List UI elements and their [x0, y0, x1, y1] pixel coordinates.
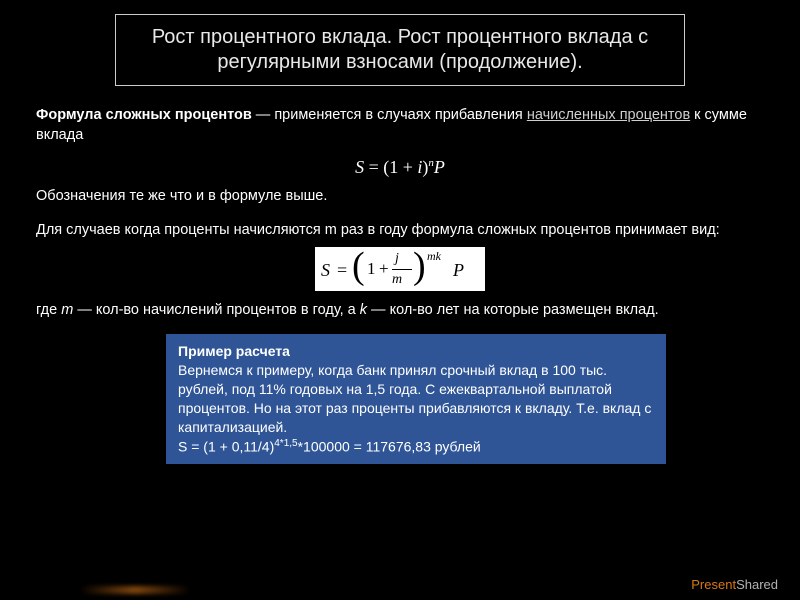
note-same-notation: Обозначения те же что и в формуле выше.: [36, 187, 764, 207]
n3-m: m: [61, 302, 73, 318]
intro-bold: Формула сложных процентов: [36, 107, 252, 123]
intro-text1: — применяется в случаях прибавления: [252, 107, 527, 123]
f2-P: P: [453, 258, 464, 282]
wm-a: Present: [691, 577, 736, 592]
n3-t3: — кол-во лет на которые размещен вклад.: [367, 302, 659, 318]
n3-t1: где: [36, 302, 61, 318]
title-box: Рост процентного вклада. Рост процентног…: [115, 14, 685, 86]
f2-paren-left: (: [352, 244, 365, 288]
f2-one: 1: [367, 258, 376, 281]
formula-compound: S = (1 + i)nP: [36, 155, 764, 179]
f2-mk: mk: [427, 248, 441, 264]
formula-eq: = (1 +: [364, 157, 417, 177]
calc-exp: 4*1,5: [274, 438, 297, 449]
intro-link: начисленных процентов: [527, 107, 690, 123]
content: Формула сложных процентов — применяется …: [36, 106, 764, 464]
example-calc: S = (1 + 0,11/4)4*1,5*100000 = 117676,83…: [178, 437, 654, 457]
example-box: Пример расчета Вернемся к примеру, когда…: [166, 334, 666, 464]
calc-b: *100000 = 117676,83 рублей: [298, 438, 481, 454]
wm-b: Shared: [736, 577, 778, 592]
n3-k: k: [360, 302, 367, 318]
f2-m: m: [392, 271, 402, 290]
n3-t2: — кол-во начислений процентов в году, а: [73, 302, 359, 318]
intro-paragraph: Формула сложных процентов — применяется …: [36, 106, 764, 145]
accent-glow: [80, 586, 190, 594]
f2-paren-right: ): [413, 244, 426, 288]
calc-a: S = (1 + 0,11/4): [178, 438, 274, 454]
f2-eq: =: [337, 258, 347, 282]
note-m-times: Для случаев когда проценты начисляются m…: [36, 221, 764, 241]
f2-S: S: [321, 258, 330, 282]
f2-plus: +: [379, 258, 389, 281]
formula-image: S = ( 1 + j m ) mk P: [315, 247, 485, 291]
page-title: Рост процентного вклада. Рост процентног…: [152, 26, 648, 73]
formula-P: P: [434, 157, 445, 177]
example-body: Вернемся к примеру, когда банк принял ср…: [178, 361, 654, 437]
f2-frac-line: [392, 269, 412, 270]
note-where: где m — кол-во начислений процентов в го…: [36, 301, 764, 321]
watermark: PresentShared: [691, 577, 778, 592]
f2-j: j: [395, 250, 399, 269]
example-header: Пример расчета: [178, 342, 654, 361]
formula-S: S: [355, 157, 364, 177]
